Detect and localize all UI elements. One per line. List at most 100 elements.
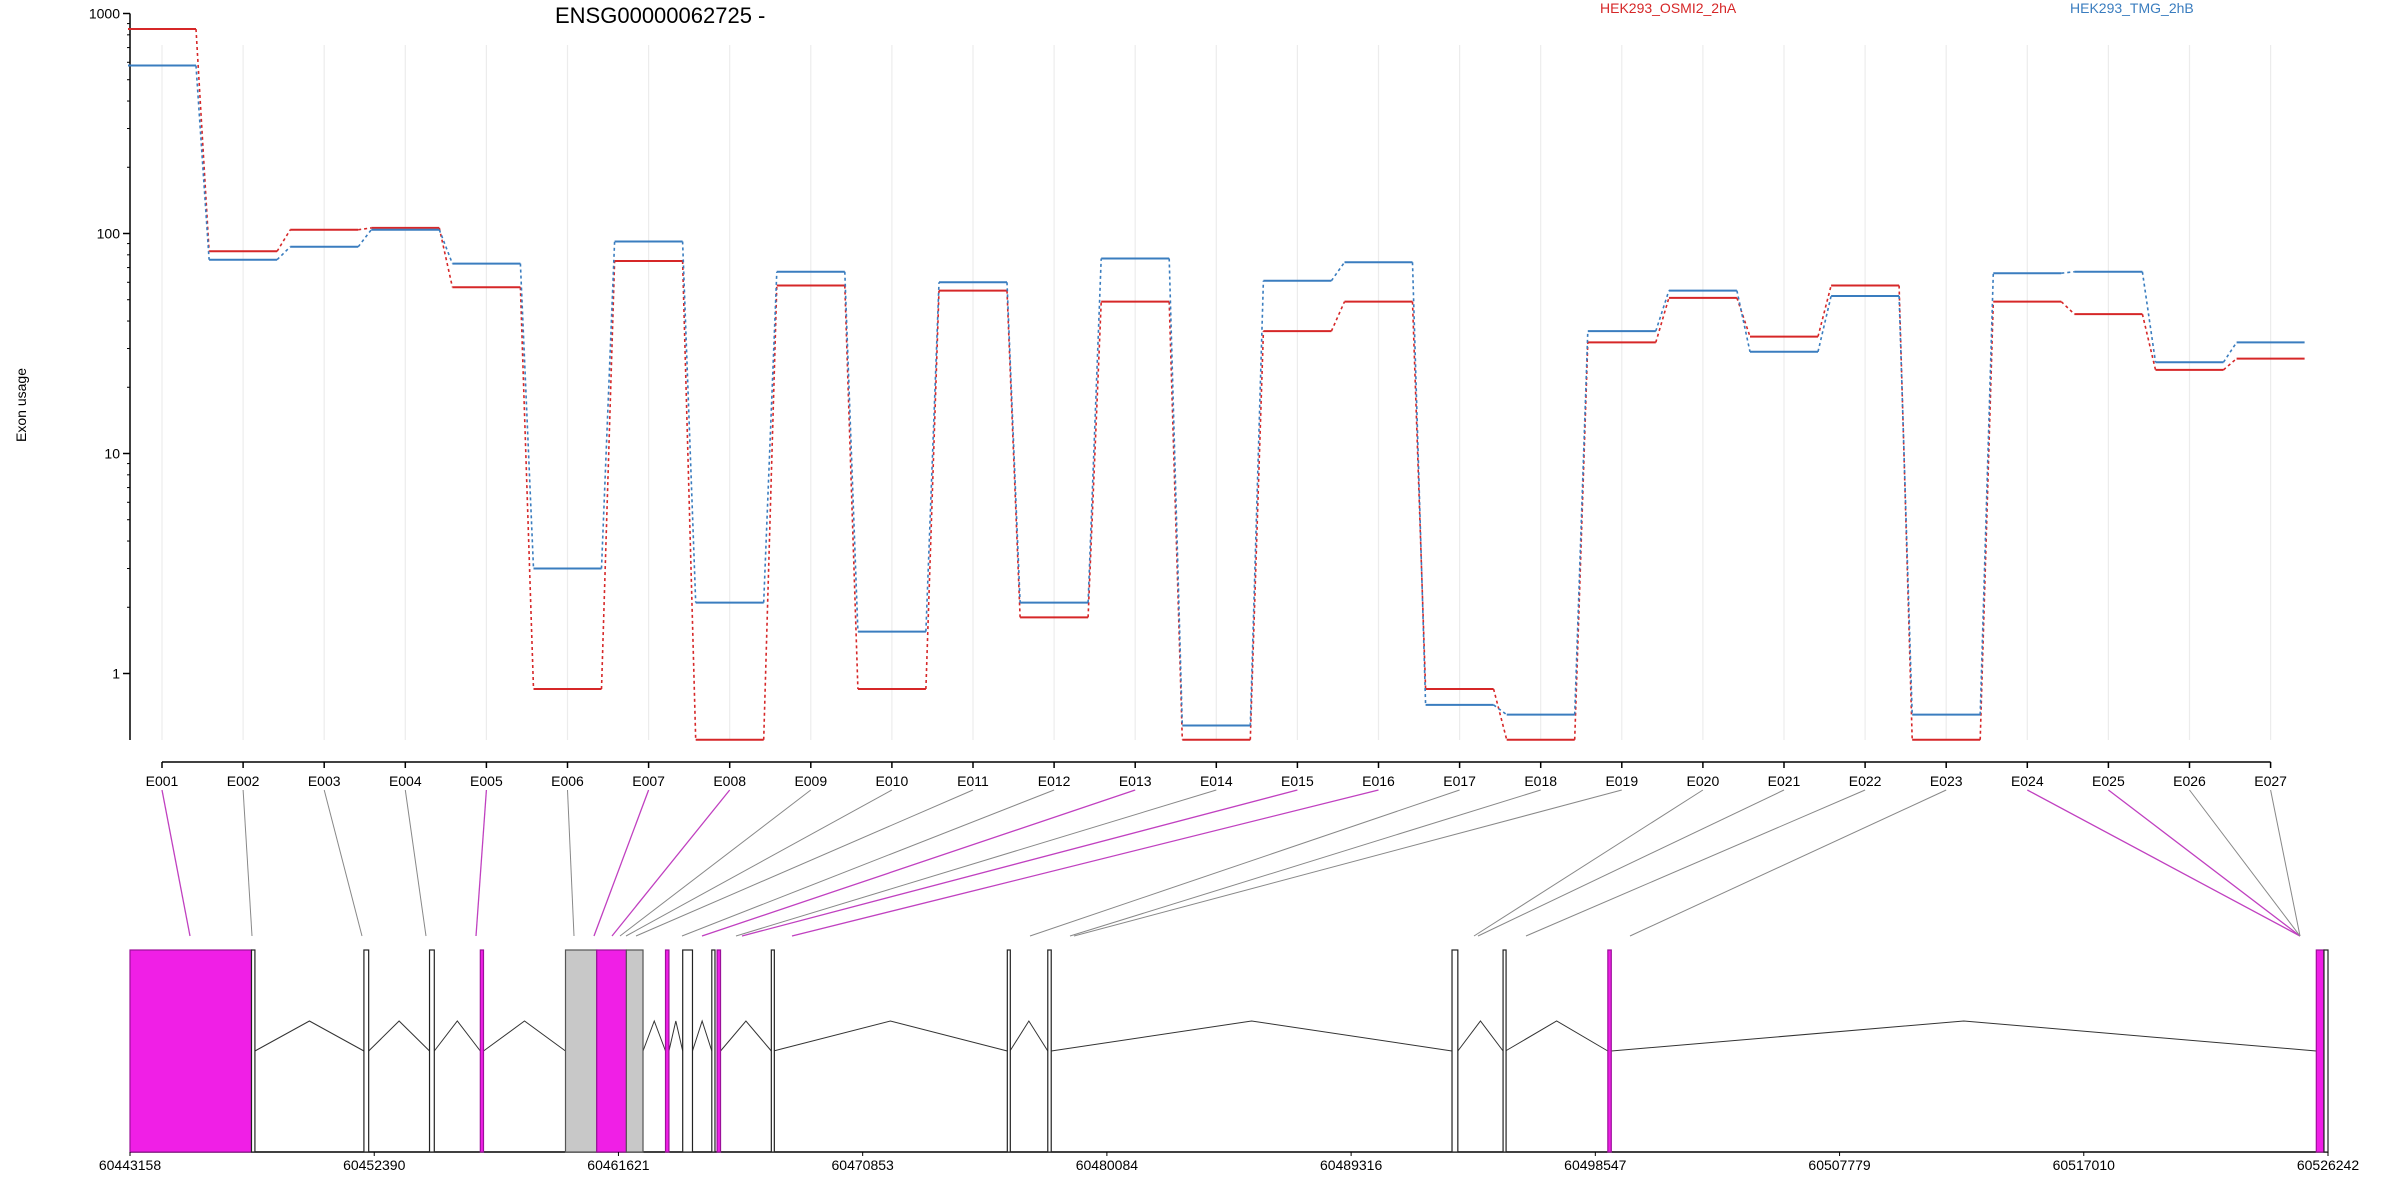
exon-block (625, 949, 644, 1153)
series-2-connector (925, 282, 940, 632)
x-tick-label-e004: E004 (389, 773, 422, 789)
series-2-connector (681, 241, 697, 603)
exon-block (2315, 949, 2325, 1153)
x-tick-label-e025: E025 (2092, 773, 2125, 789)
connector-e012 (681, 789, 1055, 937)
series-2-connector (2222, 341, 2238, 363)
connector-e004 (404, 789, 427, 937)
exon-block (479, 949, 485, 1153)
x-tick-label-e015: E015 (1281, 773, 1314, 789)
legend-label-series-1: HEK293_OSMI2_2hA (1600, 0, 1737, 16)
x-tick-label-e002: E002 (227, 773, 260, 789)
exon-block (1607, 949, 1612, 1153)
connector-e018 (1069, 789, 1541, 937)
connector-e006 (567, 789, 575, 937)
connector-e014 (735, 789, 1217, 937)
intron-line (254, 1020, 365, 1052)
series-2-connector (1168, 258, 1184, 726)
x-tick-label-e011: E011 (957, 773, 989, 789)
exon-block (716, 949, 722, 1153)
series-1-connector (762, 285, 778, 740)
series-1-connector (2060, 301, 2075, 315)
x-tick-label-e017: E017 (1443, 773, 1476, 789)
exon-block (682, 949, 694, 1153)
exon-block (596, 949, 627, 1153)
x-tick-label-e019: E019 (1605, 773, 1638, 789)
intron-line (668, 1020, 684, 1052)
series-2-connector (1330, 261, 1346, 282)
series-1-connector (1411, 301, 1427, 690)
connector-e013 (701, 789, 1136, 937)
series-1-connector (276, 229, 291, 252)
series-1-connector (600, 260, 616, 690)
intron-line (433, 1020, 481, 1052)
grid-layer (161, 45, 2272, 740)
exon-block (770, 949, 775, 1153)
connector-e009 (619, 789, 812, 937)
series-1-connector (1087, 301, 1102, 618)
x-tick-label-e016: E016 (1362, 773, 1395, 789)
connector-e020 (1473, 789, 1704, 937)
connector-e021 (1477, 789, 1785, 937)
series-1-connector (1249, 331, 1265, 740)
exon-block (664, 949, 670, 1153)
exon-block (1047, 949, 1052, 1153)
connector-e011 (635, 789, 974, 937)
intron-line (692, 1019, 713, 1052)
exon-block (1451, 949, 1459, 1153)
intron-line (1009, 1020, 1049, 1052)
y-tick-label: 100 (97, 226, 121, 242)
series-2 (128, 64, 2305, 727)
connector-e016 (791, 789, 1379, 937)
genomic-tick-label: 60517010 (2053, 1157, 2116, 1173)
series-1-connector (925, 290, 940, 690)
connector-e003 (323, 789, 363, 937)
exon-block (363, 949, 370, 1153)
series-layer (128, 28, 2305, 741)
intron-line (642, 1019, 666, 1052)
series-1-connector (1817, 285, 1832, 337)
series-2-connector (1817, 295, 1832, 352)
intron-line (1505, 1020, 1609, 1052)
intron-line (1457, 1020, 1504, 1052)
connector-e019 (1073, 789, 1622, 937)
series-2-connector (600, 241, 616, 569)
series-2-connector (1573, 331, 1589, 715)
x-tick-label-e021: E021 (1768, 773, 1801, 789)
x-tick-label-e007: E007 (632, 773, 665, 789)
genomic-tick-label: 60470853 (832, 1157, 895, 1173)
series-1-connector (1979, 301, 1995, 740)
genomic-tick-label: 60452390 (343, 1157, 406, 1173)
x-tick-label-e018: E018 (1524, 773, 1557, 789)
intron-line (368, 1020, 430, 1052)
series-2-connector (1736, 290, 1751, 352)
exon-block (428, 949, 435, 1153)
genomic-tick-label: 60480084 (1076, 1157, 1139, 1173)
y-tick-label: 1000 (89, 6, 120, 22)
series-2-connector (1898, 295, 1913, 715)
series-2-connector (357, 229, 372, 248)
connector-e023 (1629, 789, 1947, 937)
series-2-connector (1493, 704, 1508, 716)
series-1-connector (1330, 301, 1346, 332)
exon-block (711, 949, 716, 1153)
series-2-connector (1411, 262, 1427, 705)
x-tick-label-e009: E009 (794, 773, 827, 789)
series-2-connector (1979, 273, 1995, 715)
y-tick-label: 1 (112, 666, 120, 682)
series-1-connector (438, 227, 454, 288)
x-tick-label-e010: E010 (876, 773, 909, 789)
intron-line (720, 1020, 772, 1052)
series-2-connector (762, 271, 778, 603)
intron-line (1611, 1020, 2317, 1052)
series-2-connector (276, 246, 291, 261)
connector-e026 (2189, 789, 2301, 937)
axis-layer: 1 10 100 1000 E001 E002 E003 E004 E005 E006 E007 E0… (89, 6, 2287, 790)
genomic-tick-label: 60526242 (2297, 1157, 2360, 1173)
exon-connector-layer (161, 789, 2301, 937)
connector-e025 (2108, 789, 2301, 937)
x-tick-label-e006: E006 (551, 773, 584, 789)
genomic-tick-label: 60507779 (1808, 1157, 1871, 1173)
x-tick-label-e026: E026 (2173, 773, 2206, 789)
